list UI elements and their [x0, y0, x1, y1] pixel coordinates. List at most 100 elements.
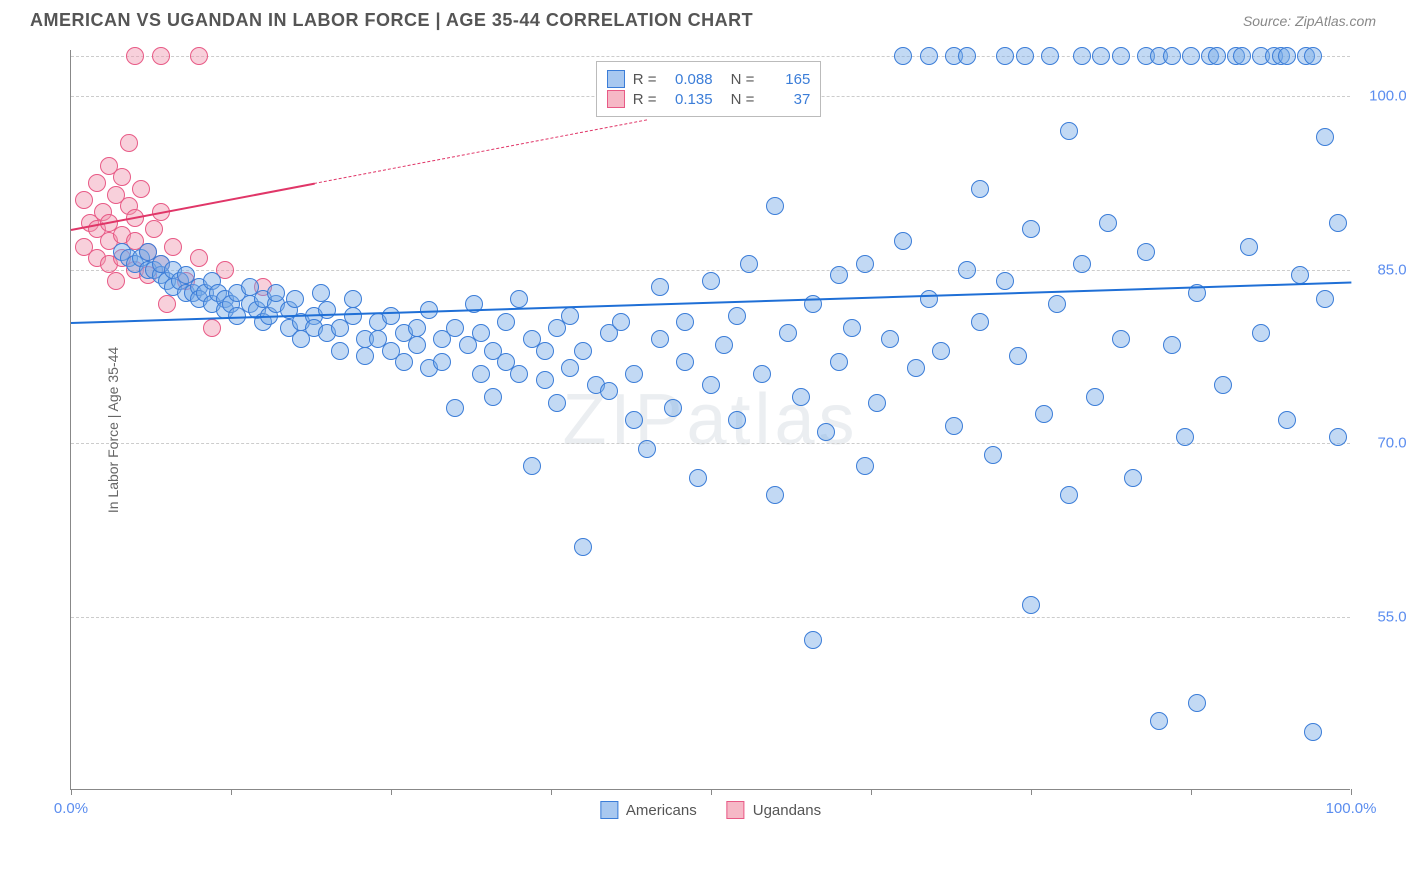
data-point [1060, 486, 1078, 504]
data-point [1099, 214, 1117, 232]
data-point [446, 319, 464, 337]
data-point [1208, 47, 1226, 65]
data-point [510, 365, 528, 383]
data-point [344, 290, 362, 308]
x-tick [71, 789, 72, 795]
data-point [638, 440, 656, 458]
legend-item: Americans [600, 801, 697, 819]
data-point [612, 313, 630, 331]
y-tick-label: 55.0% [1360, 608, 1406, 625]
data-point [856, 457, 874, 475]
legend-row: R =0.135N =37 [607, 90, 811, 108]
data-point [523, 457, 541, 475]
data-point [689, 469, 707, 487]
data-point [920, 47, 938, 65]
data-point [113, 168, 131, 186]
data-point [344, 307, 362, 325]
legend-r-label: R = [633, 71, 657, 88]
data-point [484, 388, 502, 406]
data-point [676, 353, 694, 371]
data-point [894, 47, 912, 65]
data-point [1188, 694, 1206, 712]
data-point [1009, 347, 1027, 365]
data-point [1112, 47, 1130, 65]
data-point [497, 313, 515, 331]
data-point [830, 266, 848, 284]
data-point [881, 330, 899, 348]
data-point [971, 313, 989, 331]
legend-swatch [727, 801, 745, 819]
legend-label: Americans [626, 802, 697, 819]
data-point [766, 486, 784, 504]
data-point [958, 261, 976, 279]
y-tick-label: 85.0% [1360, 261, 1406, 278]
legend-r-value: 0.135 [665, 91, 713, 108]
data-point [126, 47, 144, 65]
data-point [625, 365, 643, 383]
data-point [158, 295, 176, 313]
data-point [907, 359, 925, 377]
data-point [561, 307, 579, 325]
data-point [561, 359, 579, 377]
legend-swatch [607, 70, 625, 88]
chart-container: ZIPatlas 55.0%70.0%85.0%100.0%0.0%100.0%… [70, 50, 1370, 810]
x-tick [1191, 789, 1192, 795]
data-point [1073, 47, 1091, 65]
data-point [1316, 290, 1334, 308]
y-axis-label: In Labor Force | Age 35-44 [105, 347, 121, 513]
data-point [472, 324, 490, 342]
data-point [318, 301, 336, 319]
data-point [804, 631, 822, 649]
y-tick-label: 70.0% [1360, 435, 1406, 452]
y-tick-label: 100.0% [1360, 88, 1406, 105]
data-point [664, 399, 682, 417]
data-point [120, 134, 138, 152]
x-tick [551, 789, 552, 795]
data-point [88, 174, 106, 192]
data-point [433, 353, 451, 371]
data-point [203, 319, 221, 337]
data-point [856, 255, 874, 273]
data-point [651, 278, 669, 296]
data-point [920, 290, 938, 308]
legend-swatch [607, 90, 625, 108]
source-attribution: Source: ZipAtlas.com [1243, 13, 1376, 29]
data-point [984, 446, 1002, 464]
data-point [728, 411, 746, 429]
data-point [1176, 428, 1194, 446]
data-point [132, 180, 150, 198]
data-point [740, 255, 758, 273]
data-point [164, 238, 182, 256]
data-point [702, 376, 720, 394]
data-point [1041, 47, 1059, 65]
data-point [446, 399, 464, 417]
data-point [830, 353, 848, 371]
x-tick [1351, 789, 1352, 795]
gridline [71, 270, 1350, 271]
data-point [510, 290, 528, 308]
gridline [71, 617, 1350, 618]
trend-line [314, 119, 647, 184]
data-point [536, 342, 554, 360]
data-point [1022, 220, 1040, 238]
data-point [932, 342, 950, 360]
legend-n-value: 165 [762, 71, 810, 88]
data-point [574, 342, 592, 360]
data-point [1233, 47, 1251, 65]
legend-n-label: N = [731, 91, 755, 108]
data-point [1112, 330, 1130, 348]
data-point [190, 249, 208, 267]
legend-item: Ugandans [727, 801, 821, 819]
data-point [996, 272, 1014, 290]
data-point [1035, 405, 1053, 423]
data-point [190, 47, 208, 65]
data-point [1252, 324, 1270, 342]
chart-title: AMERICAN VS UGANDAN IN LABOR FORCE | AGE… [30, 10, 753, 31]
data-point [625, 411, 643, 429]
data-point [868, 394, 886, 412]
data-point [267, 284, 285, 302]
data-point [107, 272, 125, 290]
x-tick [391, 789, 392, 795]
legend-swatch [600, 801, 618, 819]
data-point [651, 330, 669, 348]
